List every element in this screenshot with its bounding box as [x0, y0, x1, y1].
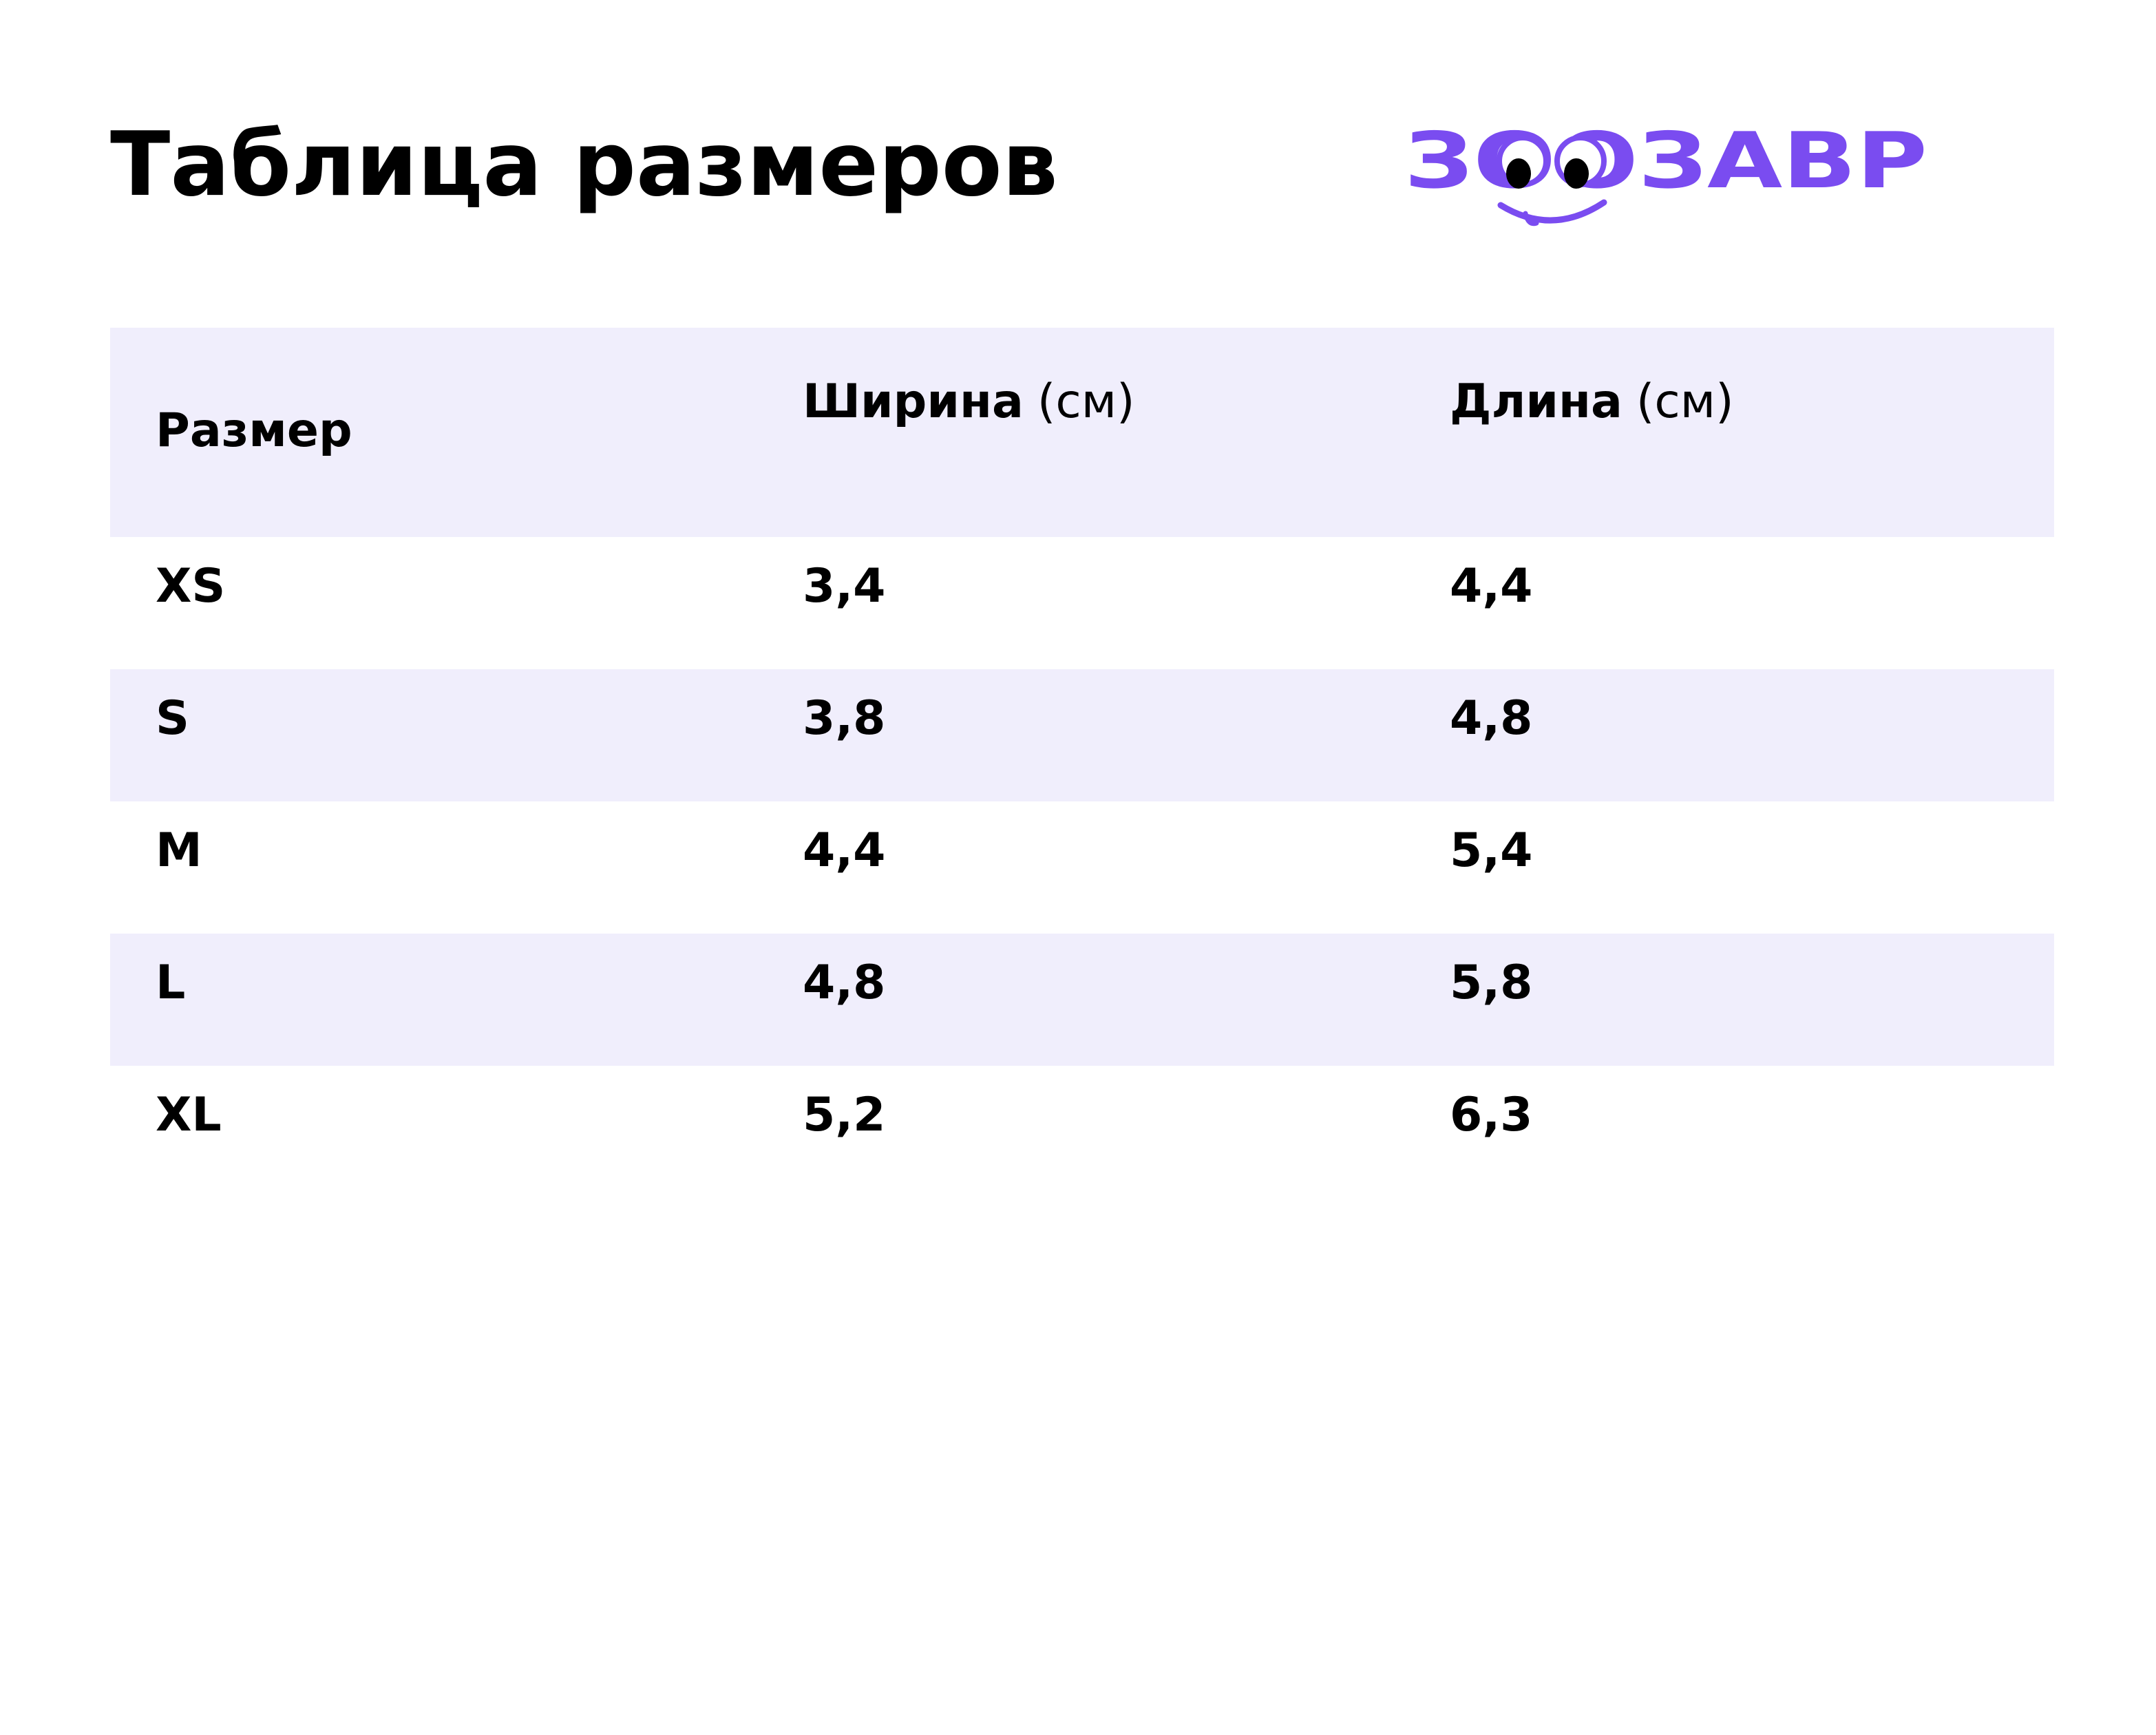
- table-row: S 3,8 4,8: [110, 669, 2054, 801]
- length-cell: 5,8: [1450, 956, 1533, 1010]
- table-row: XL 5,2 6,3: [110, 1066, 2054, 1198]
- size-table: Размер Ширина (см) Длина (см) XS 3,4 4,4 S…: [110, 328, 2054, 1198]
- length-cell: 5,4: [1450, 823, 1533, 878]
- header-length-label: Длина: [1450, 375, 1623, 429]
- width-cell: 3,4: [803, 559, 886, 613]
- size-cell: M: [156, 823, 202, 878]
- width-cell: 4,8: [803, 956, 886, 1010]
- header-size-label: Размер: [156, 403, 352, 458]
- table-row: XS 3,4 4,4: [110, 537, 2054, 669]
- table-row: L 4,8 5,8: [110, 934, 2054, 1066]
- table-row: M 4,4 5,4: [110, 801, 2054, 934]
- size-cell: XL: [156, 1088, 222, 1142]
- header-width: Ширина (см): [803, 375, 1135, 430]
- length-cell: 4,8: [1450, 691, 1533, 746]
- page-title: Таблица размеров: [110, 114, 1058, 216]
- length-cell: 6,3: [1450, 1088, 1533, 1142]
- width-cell: 4,4: [803, 823, 886, 878]
- length-cell: 4,4: [1450, 559, 1533, 613]
- header-length-unit: (см): [1636, 375, 1734, 429]
- width-cell: 3,8: [803, 691, 886, 746]
- header-length: Длина (см): [1450, 375, 1734, 430]
- left-eye-icon: [1497, 135, 1549, 189]
- header-width-label: Ширина: [803, 375, 1024, 429]
- size-cell: L: [156, 956, 186, 1010]
- tongue-icon: [1523, 211, 1539, 227]
- logo-text: ЗООЗАВР: [1404, 121, 1927, 206]
- table-header-row: Размер Ширина (см) Длина (см): [110, 328, 2054, 537]
- header-size: Размер: [156, 403, 352, 459]
- zoozavr-logo-with-eyes-icon: ЗООЗАВР: [1404, 121, 1927, 227]
- smile-icon: [1497, 199, 1607, 224]
- width-cell: 5,2: [803, 1088, 886, 1142]
- size-cell: S: [156, 691, 189, 746]
- size-cell: XS: [156, 559, 226, 613]
- right-eye-icon: [1554, 135, 1607, 189]
- header-width-unit: (см): [1037, 375, 1135, 429]
